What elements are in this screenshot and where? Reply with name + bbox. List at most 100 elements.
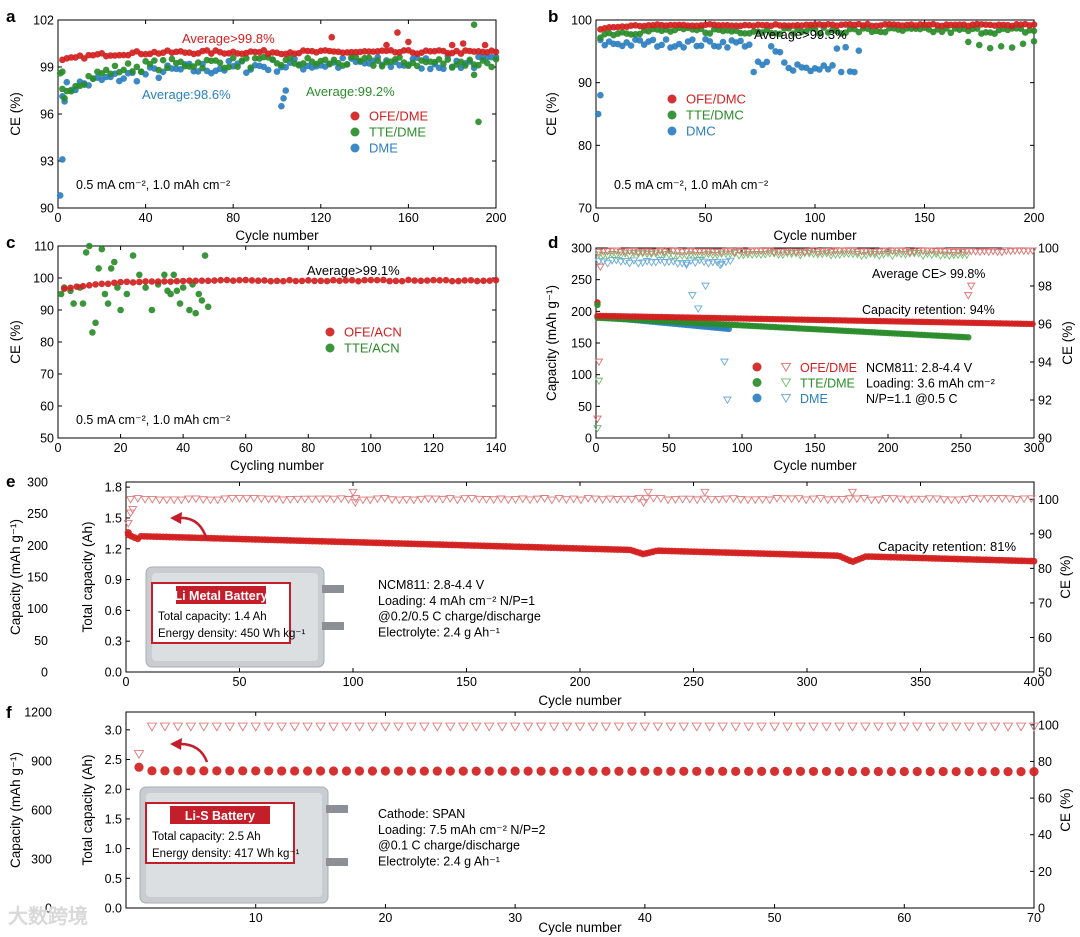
ce-marker [831,251,840,259]
y2-tick-label: 50 [1038,666,1052,680]
data-point [486,277,494,284]
x-tick-label: 40 [139,211,153,225]
arrow [177,742,209,763]
y-axis-label: Capacity (mAh g⁻¹) [8,519,23,635]
ce-marker [946,496,956,505]
battery-info: Total capacity: 2.5 Ah [152,831,261,843]
data-point [82,249,90,256]
ce-marker [786,495,797,504]
ce-marker [699,495,709,504]
ce-marker [638,248,648,257]
data-point [457,58,465,66]
data-point [767,43,775,50]
y-tick-label: 80 [40,336,54,350]
ce-marker [603,248,613,256]
y-tick-label: 100 [571,14,592,28]
ce-marker [647,250,656,259]
ce-marker [739,251,748,260]
data-point [124,529,132,537]
ce-marker [673,252,683,260]
ce-marker [888,495,898,503]
x-tick-label: 0 [593,441,600,455]
data-point [243,54,250,62]
x-axis-label: Cycle number [773,458,857,473]
data-point [321,56,329,64]
ce-marker [937,722,949,732]
legend-marker [752,362,762,372]
ce-marker [329,495,339,504]
ce-marker [756,247,766,256]
y-tick-label: 1200 [24,706,52,720]
ce-marker [860,722,871,732]
data-point [136,278,143,286]
ce-marker [808,722,819,732]
data-point [229,277,237,285]
ce-marker [678,495,688,504]
ce-marker [123,519,133,528]
ce-marker [963,292,973,300]
battery-info: Energy density: 450 Wh kg⁻¹ [158,628,306,640]
data-point [73,283,81,290]
data-point [269,56,276,63]
ce-marker [990,495,1000,503]
data-point [137,68,145,76]
x-tick-label: 20 [114,441,128,455]
li-metal-battery: Li Metal Battery Total capacity: 1.4 Ah En… [145,566,344,668]
data-point [186,766,196,776]
ce-marker [300,495,310,504]
x-tick-label: 100 [805,211,826,225]
y2-tick-label: 94 [1038,356,1052,370]
ce-marker [976,722,988,732]
ce-marker [787,248,797,256]
ce-marker [365,496,375,505]
y-tick-label: 100 [571,368,592,382]
data-point [303,766,313,776]
data-point [120,75,127,82]
legend-label: OFE/ACN [344,325,402,340]
y-tick-label: 250 [27,507,48,521]
ce-marker [1004,495,1015,504]
ce-marker [285,496,295,504]
data-point [254,277,262,285]
y-tick-label: 300 [27,476,48,490]
data-point [834,766,845,777]
data-point [523,766,533,776]
data-point [776,30,784,38]
data-point [199,766,209,776]
ce-marker [857,248,867,256]
data-point [795,766,806,777]
x-tick-label: 300 [1024,441,1045,455]
data-point [123,278,131,286]
data-point [155,74,163,82]
data-point [95,265,102,272]
ce-marker [205,496,216,505]
ce-marker [721,250,731,259]
ce-marker [693,305,703,313]
data-point [662,36,670,43]
ce-marker [307,495,317,504]
ce-marker [234,495,245,503]
ce-marker [847,722,858,732]
ce-marker [837,496,847,504]
conditions-text: Cathode: SPAN [378,807,465,821]
data-point [147,766,157,776]
data-point [117,278,124,286]
ce-marker [169,496,179,505]
data-point [789,67,797,74]
data-point [354,766,365,776]
ce-marker [271,495,281,504]
legend-label: OFE/DMC [686,92,746,107]
data-point [649,36,657,44]
ce-marker [905,249,915,257]
x-tick-label: 250 [951,441,972,455]
data-point [177,58,184,66]
legend-marker [350,111,360,121]
ce-marker [760,247,770,256]
data-point [820,62,828,69]
ce-marker [808,495,818,504]
data-point [776,48,784,56]
ce-marker [975,495,986,504]
ce-marker [594,358,604,367]
data-point [951,766,961,777]
data-point [173,287,181,295]
